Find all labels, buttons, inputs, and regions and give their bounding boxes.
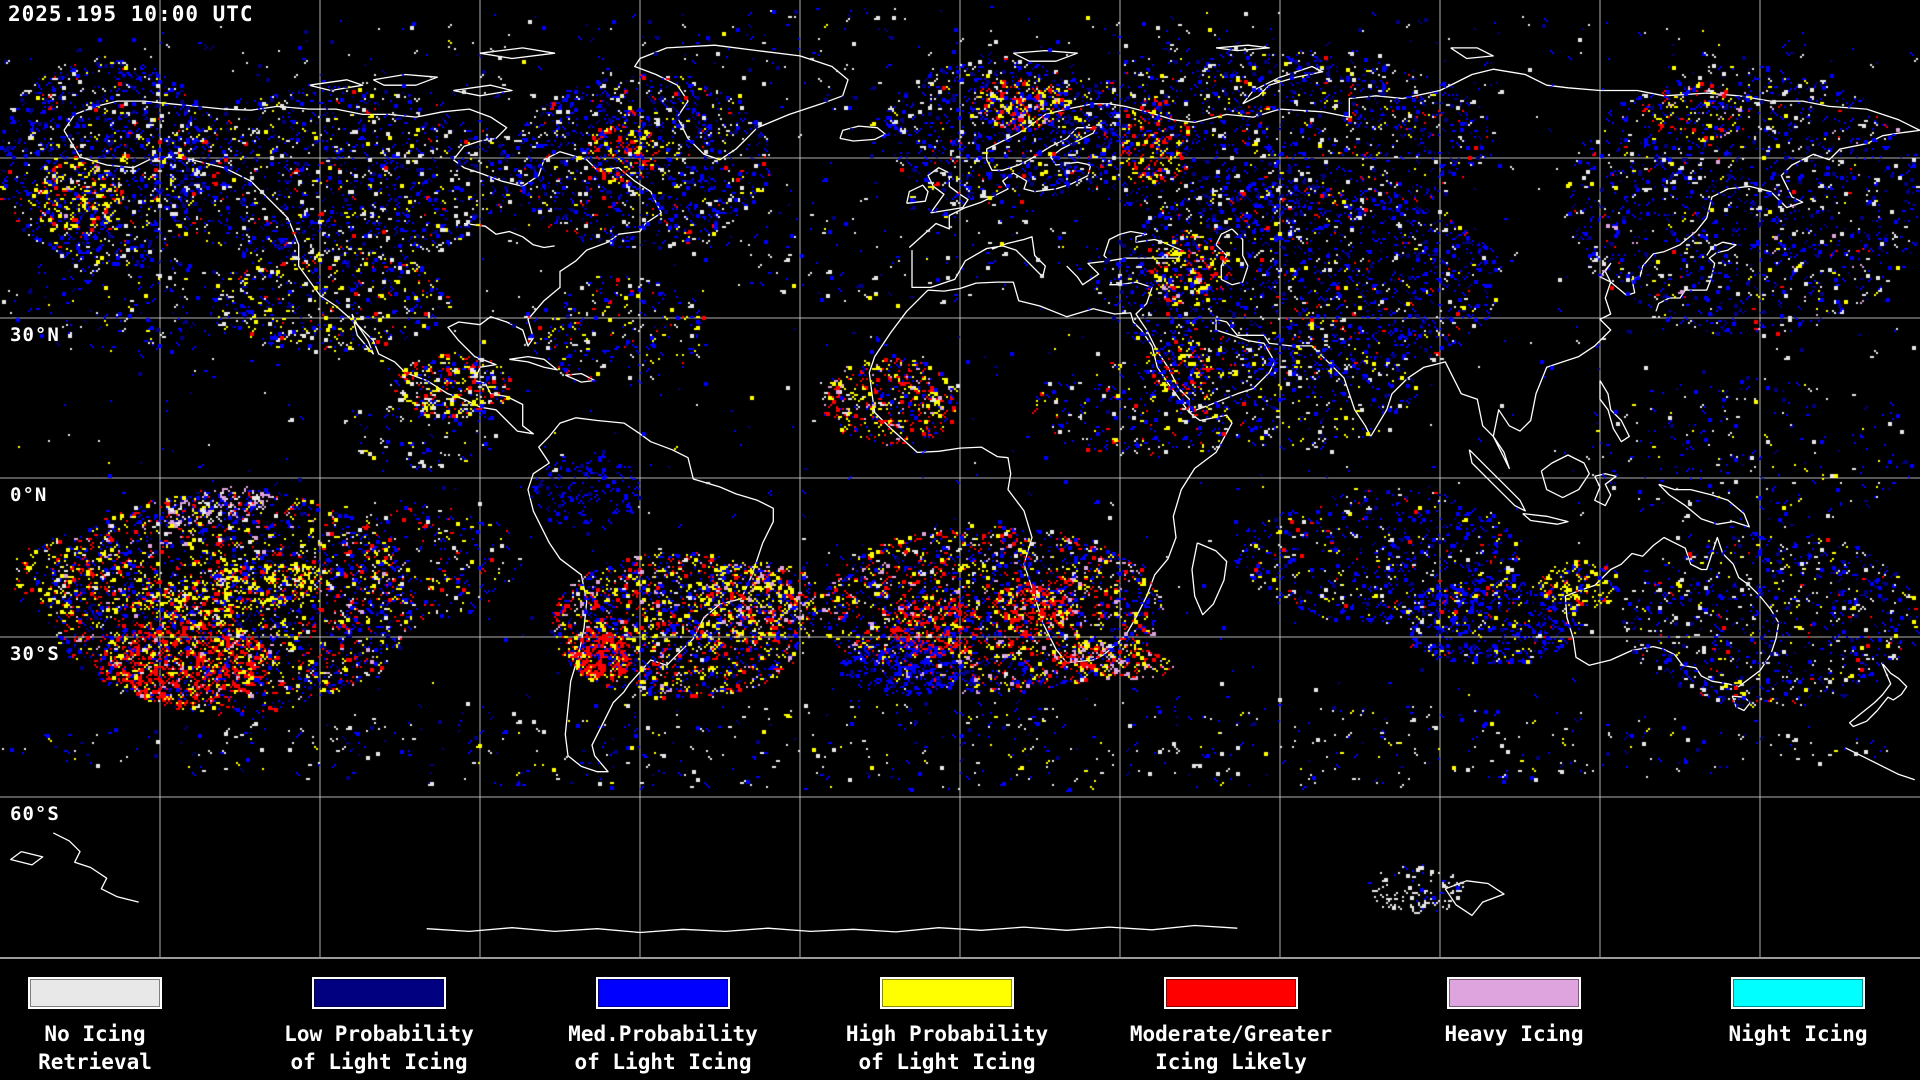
- legend-swatch-med-prob-light: [596, 977, 730, 1009]
- legend-label-low-prob-light: Low Probability of Light Icing: [284, 1022, 474, 1074]
- legend-label-moderate-greater: Moderate/Greater Icing Likely: [1129, 1022, 1333, 1074]
- legend-item-moderate-greater: Moderate/Greater Icing Likely: [1130, 977, 1332, 1074]
- legend-swatch-moderate-greater: [1164, 977, 1298, 1009]
- legend-swatch-heavy-icing: [1447, 977, 1581, 1009]
- legend-item-high-prob-light: High Probability of Light Icing: [846, 977, 1048, 1074]
- legend-label-high-prob-light: High Probability of Light Icing: [845, 1022, 1049, 1074]
- legend-label-med-prob-light: Med.Probability of Light Icing: [568, 1022, 758, 1074]
- legend-label-heavy-icing: Heavy Icing: [1444, 1022, 1584, 1046]
- lat-label: 60°S: [10, 803, 60, 825]
- legend-label-night-icing: Night Icing: [1728, 1022, 1868, 1046]
- lat-label: 30°N: [10, 324, 60, 346]
- legend-item-med-prob-light: Med.Probability of Light Icing: [568, 977, 758, 1074]
- timestamp: 2025.195 10:00 UTC: [8, 2, 254, 26]
- legend-item-heavy-icing: Heavy Icing: [1444, 977, 1584, 1046]
- legend-label-no-icing-retrieval: No Icing Retrieval: [38, 1022, 152, 1074]
- legend-swatch-high-prob-light: [880, 977, 1014, 1009]
- legend-swatch-night-icing: [1731, 977, 1865, 1009]
- map-legend-divider: [0, 957, 1920, 959]
- legend-item-no-icing-retrieval: No Icing Retrieval: [28, 977, 162, 1074]
- legend-swatch-no-icing-retrieval: [28, 977, 162, 1009]
- lat-label: 0°N: [10, 484, 48, 506]
- legend: No Icing Retrieval Low Probability of Lig…: [0, 959, 1920, 1080]
- legend-item-night-icing: Night Icing: [1728, 977, 1868, 1046]
- icing-data-canvas: [0, 0, 1920, 958]
- lat-label: 30°S: [10, 643, 60, 665]
- legend-swatch-low-prob-light: [312, 977, 446, 1009]
- legend-item-low-prob-light: Low Probability of Light Icing: [284, 977, 474, 1074]
